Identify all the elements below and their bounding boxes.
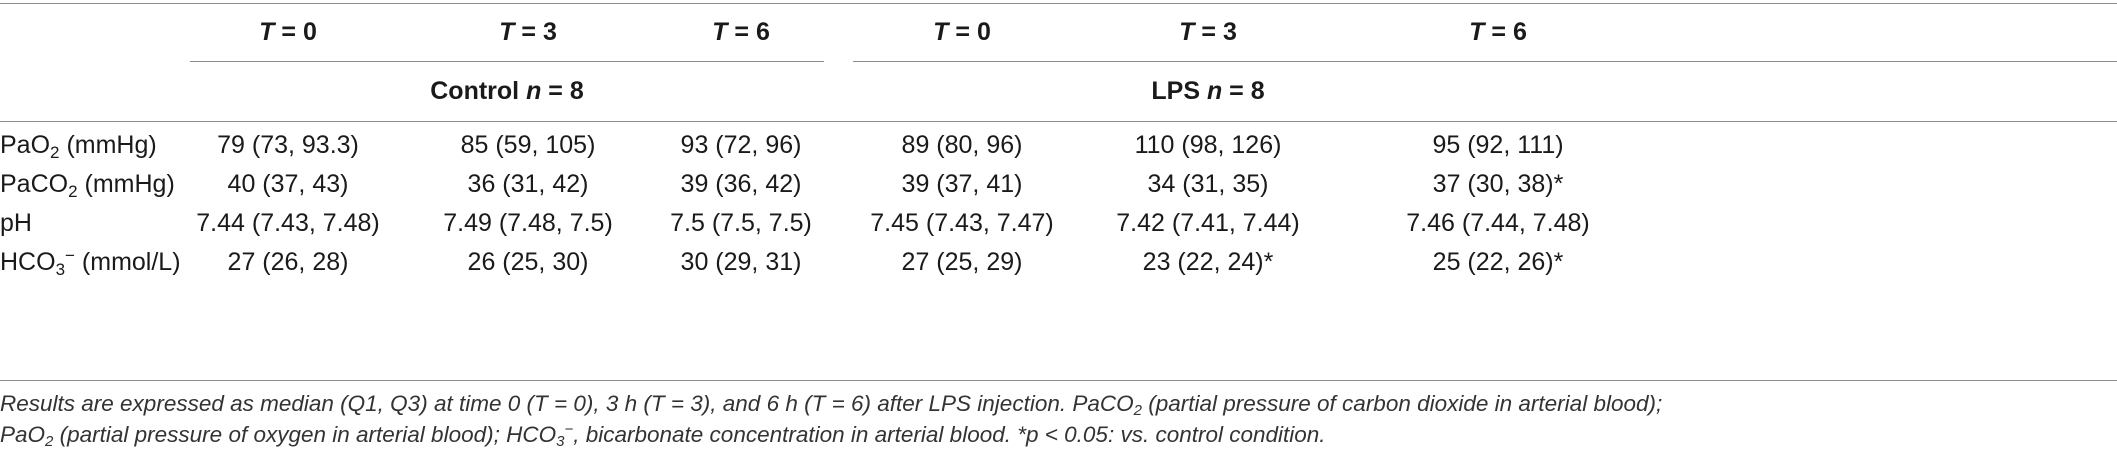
time-header-3: T = 6 bbox=[712, 18, 770, 46]
table-cell: 39 (36, 42) bbox=[680, 170, 802, 198]
table-cell: 89 (80, 96) bbox=[901, 131, 1023, 159]
time-header-1: T = 0 bbox=[259, 18, 317, 46]
header-bottom-rule bbox=[0, 121, 2117, 122]
table-cell: 95 (92, 111) bbox=[1432, 131, 1564, 159]
control-group-underline bbox=[190, 61, 824, 62]
table-footnote: Results are expressed as median (Q1, Q3)… bbox=[0, 388, 2110, 450]
table-cell: 34 (31, 35) bbox=[1147, 170, 1269, 198]
time-header-2: T = 3 bbox=[499, 18, 557, 46]
lps-group-header: LPS n = 8 bbox=[1151, 77, 1265, 105]
table-cell: 85 (59, 105) bbox=[460, 131, 596, 159]
table-cell: 30 (29, 31) bbox=[680, 248, 802, 276]
time-header-6: T = 6 bbox=[1469, 18, 1527, 46]
time-header-4: T = 0 bbox=[933, 18, 991, 46]
footnote-line-1: Results are expressed as median (Q1, Q3)… bbox=[0, 391, 1663, 419]
table-cell: 26 (25, 30) bbox=[467, 248, 589, 276]
time-header-5: T = 3 bbox=[1179, 18, 1237, 46]
table-cell: 7.5 (7.5, 7.5) bbox=[670, 209, 812, 237]
row-label-pao2: PaO2 (mmHg) bbox=[0, 131, 157, 162]
row-label-paco2: PaCO2 (mmHg) bbox=[0, 170, 175, 201]
table-bottom-rule bbox=[0, 380, 2117, 381]
footnote-line-2: PaO2 (partial pressure of oxygen in arte… bbox=[0, 421, 1326, 450]
table-cell: 27 (26, 28) bbox=[227, 248, 349, 276]
table-cell: 36 (31, 42) bbox=[467, 170, 589, 198]
table-cell: 27 (25, 29) bbox=[901, 248, 1023, 276]
table-cell: 110 (98, 126) bbox=[1134, 131, 1282, 159]
table-cell: 23 (22, 24)* bbox=[1142, 248, 1274, 276]
table-cell: 79 (73, 93.3) bbox=[217, 131, 359, 159]
table-cell: 93 (72, 96) bbox=[680, 131, 802, 159]
table-cell: 25 (22, 26)* bbox=[1432, 248, 1564, 276]
control-group-header: Control n = 8 bbox=[430, 77, 584, 105]
table-cell: 7.44 (7.43, 7.48) bbox=[196, 209, 380, 237]
row-label-ph: pH bbox=[0, 209, 32, 237]
table-cell: 7.46 (7.44, 7.48) bbox=[1406, 209, 1590, 237]
table-cell: 7.42 (7.41, 7.44) bbox=[1116, 209, 1300, 237]
table-cell: 37 (30, 38)* bbox=[1432, 170, 1564, 198]
table-cell: 40 (37, 43) bbox=[227, 170, 349, 198]
table-top-rule bbox=[0, 3, 2117, 4]
table-cell: 7.45 (7.43, 7.47) bbox=[870, 209, 1054, 237]
table-cell: 7.49 (7.48, 7.5) bbox=[443, 209, 613, 237]
row-label-hco3: HCO3− (mmol/L) bbox=[0, 246, 181, 279]
lps-group-underline bbox=[853, 61, 2117, 62]
table-cell: 39 (37, 41) bbox=[901, 170, 1023, 198]
